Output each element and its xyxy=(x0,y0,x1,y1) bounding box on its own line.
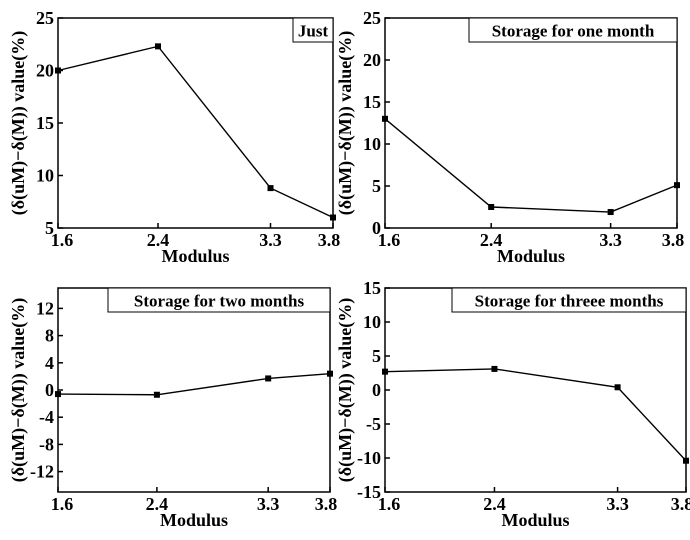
y-axis-label: (δ(uM)−δ(M)) value(%) xyxy=(8,31,29,215)
data-point xyxy=(674,182,680,189)
y-tick-label: -10 xyxy=(357,448,381,468)
x-axis-label: Modulus xyxy=(497,246,565,266)
y-tick-label: 20 xyxy=(363,50,381,70)
legend-box xyxy=(451,287,687,313)
x-tick-label: 2.4 xyxy=(483,494,506,514)
x-axis-label: Modulus xyxy=(501,510,569,530)
y-tick-label: 5 xyxy=(372,176,381,196)
y-tick-label: 20 xyxy=(36,61,54,81)
y-axis-label: (δ(uM)−δ(M)) value(%) xyxy=(8,298,29,482)
y-tick-label: 5 xyxy=(45,218,54,238)
legend-box xyxy=(468,17,678,43)
data-point xyxy=(488,204,495,210)
x-tick-label: 3.8 xyxy=(318,230,341,250)
y-tick-label: -4 xyxy=(39,407,54,427)
data-point xyxy=(267,185,274,192)
y-axis-label: (δ(uM)−δ(M)) value(%) xyxy=(335,298,356,482)
y-tick-label: 0 xyxy=(372,380,381,400)
x-tick-label: 1.6 xyxy=(378,494,401,514)
y-tick-label: 8 xyxy=(45,326,54,346)
y-tick-label: 12 xyxy=(36,298,54,318)
data-point xyxy=(265,375,272,382)
x-tick-label: 1.6 xyxy=(51,230,74,250)
x-tick-label: 2.4 xyxy=(147,230,170,250)
y-tick-label: 15 xyxy=(36,113,54,133)
y-tick-label: 15 xyxy=(363,92,381,112)
legend-box xyxy=(107,287,331,313)
x-tick-label: 2.4 xyxy=(146,494,169,514)
legend-box xyxy=(292,17,334,43)
y-tick-label: -12 xyxy=(30,462,54,482)
x-axis-label: Modulus xyxy=(161,246,229,266)
series-line xyxy=(57,372,331,396)
y-tick-label: 0 xyxy=(372,218,381,238)
y-axis-label: (δ(uM)−δ(M)) value(%) xyxy=(335,31,356,215)
y-tick-label: -15 xyxy=(357,482,381,502)
y-tick-label: 15 xyxy=(363,278,381,298)
y-tick-label: -5 xyxy=(366,414,381,434)
x-tick-label: 3.8 xyxy=(315,494,338,514)
x-tick-label: 3.3 xyxy=(259,230,282,250)
y-tick-label: 25 xyxy=(36,8,54,28)
y-tick-label: 10 xyxy=(363,312,381,332)
x-tick-label: 3.3 xyxy=(599,230,622,250)
data-point xyxy=(491,365,498,372)
y-tick-label: 10 xyxy=(363,134,381,154)
x-tick-label: 2.4 xyxy=(480,230,503,250)
x-tick-label: 3.8 xyxy=(671,494,690,514)
series-line xyxy=(384,118,678,213)
data-point xyxy=(330,214,336,221)
x-tick-label: 3.3 xyxy=(606,494,629,514)
x-tick-label: 1.6 xyxy=(378,230,401,250)
plot-frame xyxy=(384,17,678,229)
legend-label: Just xyxy=(298,22,329,41)
y-tick-label: -8 xyxy=(39,434,54,454)
data-point xyxy=(382,368,388,375)
chart-panel-4: -15 -10 -5 0 5 10 15 1.6 2.4 3.3 3.8 Modulus (δ(uM)−… xyxy=(335,278,690,530)
plot-frame xyxy=(57,17,334,229)
data-point xyxy=(153,391,160,398)
x-tick-label: 1.6 xyxy=(51,494,74,514)
x-axis-label: Modulus xyxy=(160,510,228,530)
data-point xyxy=(607,209,614,216)
series-line xyxy=(57,45,334,219)
y-tick-label: 25 xyxy=(363,8,381,28)
data-point xyxy=(155,43,161,50)
series-line xyxy=(384,368,687,462)
data-point xyxy=(327,370,333,377)
plot-frame xyxy=(384,287,687,493)
legend-label: Storage for one month xyxy=(492,22,655,41)
legend-label: Storage for two months xyxy=(134,292,305,311)
data-point xyxy=(55,391,61,398)
y-tick-label: 5 xyxy=(372,346,381,366)
chart-panel-2: 0 5 10 15 20 25 1.6 2.4 3.3 3.8 Modulus (δ(uM)−δ(M)… xyxy=(335,8,684,266)
y-tick-label: 4 xyxy=(45,353,54,373)
legend-label: Storage for threee months xyxy=(475,292,664,311)
data-point xyxy=(382,115,388,122)
y-tick-label: 10 xyxy=(36,166,54,186)
data-point xyxy=(614,384,621,391)
chart-panel-1: 5 10 15 20 25 1.6 2.4 3.3 3.8 Modulus (δ(uM)−δ(M))… xyxy=(8,8,340,266)
chart-panel-3: -12 -8 -4 0 4 8 12 1.6 2.4 3.3 3.8 Modulus (δ(uM)−δ(… xyxy=(8,287,338,530)
x-tick-label: 3.3 xyxy=(257,494,280,514)
y-tick-label: 0 xyxy=(45,380,54,400)
x-tick-label: 3.8 xyxy=(662,230,685,250)
data-point xyxy=(55,67,61,74)
data-point xyxy=(683,457,689,464)
